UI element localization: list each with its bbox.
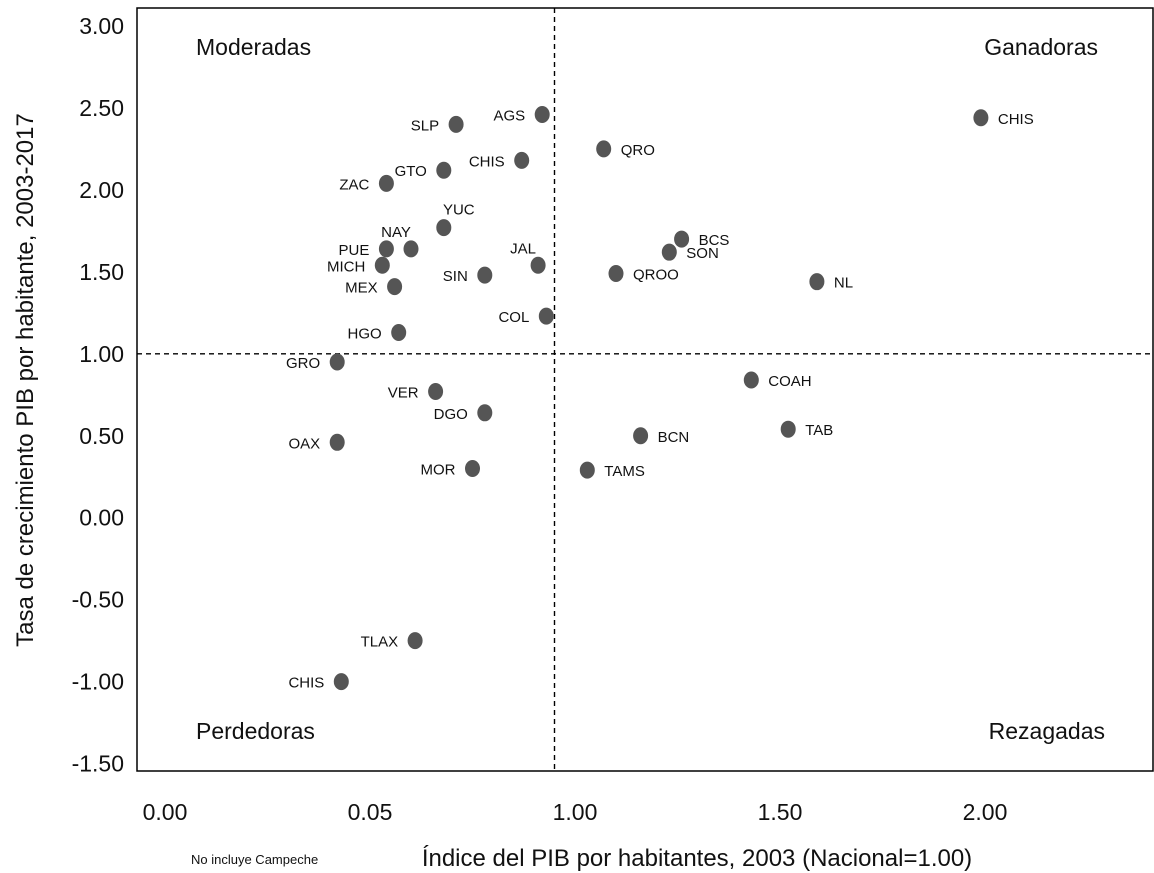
y-tick-label: -1.50: [72, 751, 124, 777]
y-axis-ticks: 3.00 2.50 2.00 1.50 1.00 0.50 0.00 -0.50 -1.00 -1…: [72, 13, 124, 777]
quadrant-top-right: Ganadoras: [984, 34, 1098, 60]
data-point: [407, 632, 423, 650]
data-point: [809, 273, 825, 291]
y-tick-label: 0.50: [79, 423, 124, 449]
point-label: PUE: [339, 242, 370, 259]
point-label: BCN: [658, 429, 690, 446]
data-point: [448, 115, 464, 133]
point-label: HGO: [348, 325, 382, 342]
x-tick-label: 0.00: [143, 799, 188, 825]
y-tick-label: 2.50: [79, 95, 124, 121]
data-point: [514, 151, 530, 169]
y-tick-label: 2.00: [79, 177, 124, 203]
data-point: [436, 161, 452, 179]
point-label: COL: [498, 309, 529, 326]
data-point: [428, 382, 444, 400]
point-label: GRO: [286, 355, 320, 372]
x-tick-label: 0.05: [348, 799, 393, 825]
point-label: SLP: [411, 117, 439, 134]
point-label: AGS: [494, 108, 526, 125]
data-point: [333, 673, 349, 691]
data-point: [674, 230, 690, 248]
point-label: MEX: [345, 280, 378, 297]
point-label: TAMS: [604, 463, 645, 480]
data-point: [378, 240, 394, 258]
x-axis-title: Índice del PIB por habitantes, 2003 (Nac…: [422, 845, 972, 872]
x-tick-label: 1.50: [758, 799, 803, 825]
data-point: [780, 420, 796, 438]
data-point: [465, 460, 480, 478]
x-tick-label: 1.00: [553, 799, 598, 825]
point-label: TLAX: [361, 634, 399, 651]
x-tick-label: 2.00: [963, 799, 1008, 825]
point-label: SON: [686, 245, 719, 262]
y-axis-title: Tasa de crecimiento PIB por habitante, 2…: [12, 113, 39, 647]
point-label: JAL: [510, 240, 536, 257]
point-label: OAX: [289, 435, 321, 452]
y-tick-label: 3.00: [79, 13, 124, 39]
plot-frame: [136, 7, 1154, 772]
point-label: CHIS: [288, 675, 324, 692]
point-label: QROO: [633, 266, 679, 283]
data-point: [973, 109, 989, 127]
data-point: [538, 307, 554, 325]
data-point: [387, 278, 403, 296]
data-point: [579, 461, 595, 479]
data-point: [661, 243, 677, 261]
point-label: NL: [834, 275, 853, 292]
quadrant-top-left: Moderadas: [196, 34, 311, 60]
point-label: CHIS: [998, 111, 1034, 128]
data-point: [477, 266, 493, 284]
point-label: MOR: [421, 462, 456, 479]
x-axis-ticks: 0.000.051.001.502.002.50: [143, 799, 1008, 825]
data-point: [534, 106, 550, 124]
quadrant-bottom-right: Rezagadas: [989, 718, 1105, 744]
y-tick-label: -0.50: [72, 587, 124, 613]
data-point: [378, 174, 394, 192]
data-point: [329, 353, 345, 371]
data-point: [743, 371, 759, 389]
y-tick-label: 1.50: [79, 259, 124, 285]
point-label: DGO: [434, 406, 468, 423]
point-label: VER: [388, 384, 419, 401]
data-point: [608, 264, 624, 282]
point-label: CHIS: [469, 153, 505, 170]
point-label: MICH: [327, 258, 365, 275]
data-point: [403, 240, 419, 258]
point-label: QRO: [621, 142, 655, 159]
data-point: [374, 256, 390, 274]
data-point: [633, 427, 649, 445]
point-label: NAY: [381, 224, 411, 241]
footnote: No incluye Campeche: [191, 852, 318, 867]
y-tick-label: 1.00: [79, 341, 124, 367]
quadrant-bottom-left: Perdedoras: [196, 718, 315, 744]
data-point: [530, 256, 546, 274]
point-label: COAH: [768, 373, 811, 390]
y-tick-label: 0.00: [79, 505, 124, 531]
point-label: SIN: [443, 268, 468, 285]
point-label: ZAC: [339, 176, 369, 193]
point-label: YUC: [443, 202, 475, 219]
data-point: [391, 323, 407, 341]
data-point: [436, 219, 452, 237]
data-point: [477, 404, 493, 422]
y-tick-label: -1.00: [72, 669, 124, 695]
data-point: [329, 433, 345, 451]
point-label: GTO: [395, 163, 427, 180]
point-label: TAB: [805, 422, 833, 439]
data-point: [596, 140, 612, 158]
point-label: BCS: [699, 232, 730, 249]
